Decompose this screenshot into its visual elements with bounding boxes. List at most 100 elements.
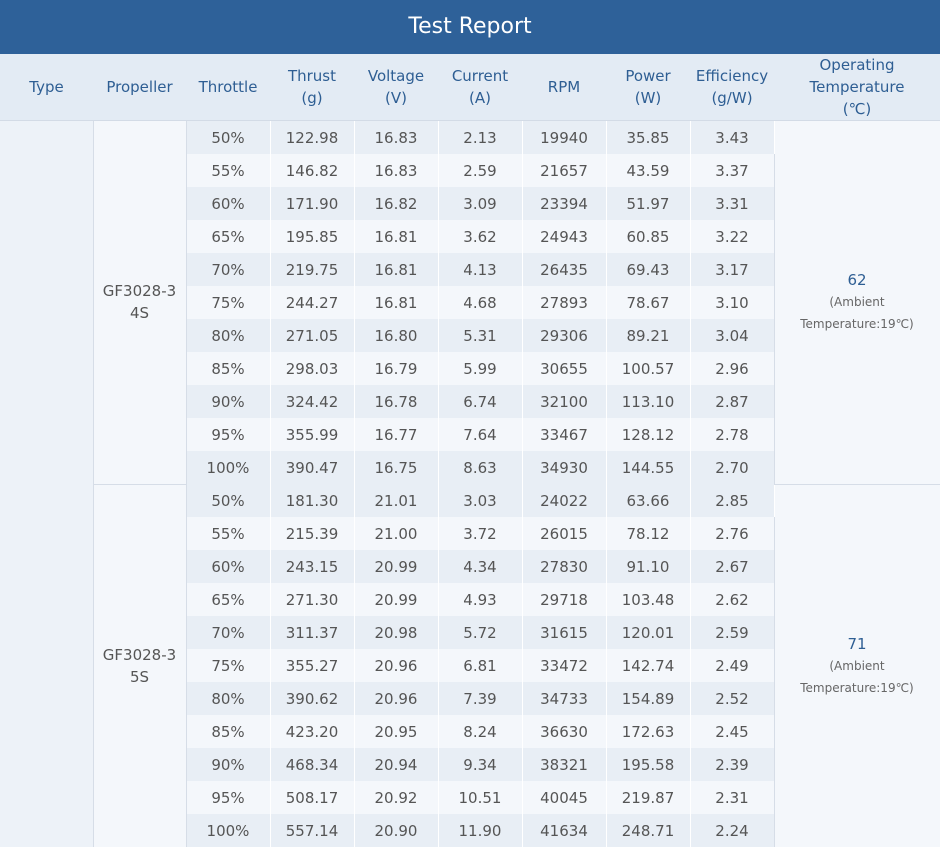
- current-cell: 4.68: [438, 286, 522, 319]
- current-cell: 5.72: [438, 616, 522, 649]
- throttle-cell: 70%: [186, 253, 270, 286]
- power-cell: 128.12: [606, 418, 690, 451]
- throttle-cell: 100%: [186, 814, 270, 847]
- throttle-cell: 50%: [186, 484, 270, 517]
- current-cell: 9.34: [438, 748, 522, 781]
- power-cell: 103.48: [606, 583, 690, 616]
- thrust-cell: 355.27: [270, 649, 354, 682]
- thrust-cell: 219.75: [270, 253, 354, 286]
- voltage-cell: 16.77: [354, 418, 438, 451]
- rpm-cell: 29306: [522, 319, 606, 352]
- efficiency-cell: 3.22: [690, 220, 774, 253]
- throttle-cell: 90%: [186, 748, 270, 781]
- current-cell: 8.63: [438, 451, 522, 484]
- throttle-cell: 65%: [186, 583, 270, 616]
- voltage-cell: 21.01: [354, 484, 438, 517]
- current-cell: 4.93: [438, 583, 522, 616]
- efficiency-cell: 2.70: [690, 451, 774, 484]
- thrust-cell: 122.98: [270, 121, 354, 155]
- power-cell: 35.85: [606, 121, 690, 155]
- efficiency-cell: 2.45: [690, 715, 774, 748]
- power-cell: 195.58: [606, 748, 690, 781]
- efficiency-cell: 2.52: [690, 682, 774, 715]
- rpm-cell: 29718: [522, 583, 606, 616]
- power-cell: 219.87: [606, 781, 690, 814]
- power-cell: 120.01: [606, 616, 690, 649]
- efficiency-cell: 3.10: [690, 286, 774, 319]
- rpm-cell: 24022: [522, 484, 606, 517]
- voltage-cell: 20.96: [354, 649, 438, 682]
- power-cell: 154.89: [606, 682, 690, 715]
- thrust-cell: 390.62: [270, 682, 354, 715]
- rpm-cell: 24943: [522, 220, 606, 253]
- thrust-cell: 271.05: [270, 319, 354, 352]
- propeller-label: 5S: [130, 668, 149, 686]
- rpm-cell: 19940: [522, 121, 606, 155]
- thrust-cell: 243.15: [270, 550, 354, 583]
- voltage-cell: 16.82: [354, 187, 438, 220]
- rpm-cell: 26015: [522, 517, 606, 550]
- current-cell: 7.64: [438, 418, 522, 451]
- current-cell: 11.90: [438, 814, 522, 847]
- temperature-note: Temperature:19℃): [775, 313, 940, 335]
- temperature-note: (Ambient: [775, 655, 940, 677]
- thrust-cell: 355.99: [270, 418, 354, 451]
- throttle-cell: 80%: [186, 682, 270, 715]
- power-cell: 113.10: [606, 385, 690, 418]
- power-cell: 248.71: [606, 814, 690, 847]
- rpm-cell: 27830: [522, 550, 606, 583]
- rpm-cell: 21657: [522, 154, 606, 187]
- throttle-cell: 80%: [186, 319, 270, 352]
- rpm-cell: 38321: [522, 748, 606, 781]
- voltage-cell: 21.00: [354, 517, 438, 550]
- thrust-cell: 557.14: [270, 814, 354, 847]
- thrust-cell: 298.03: [270, 352, 354, 385]
- current-cell: 3.09: [438, 187, 522, 220]
- current-cell: 7.39: [438, 682, 522, 715]
- header-voltage: Voltage(V): [354, 54, 438, 121]
- throttle-cell: 60%: [186, 550, 270, 583]
- rpm-cell: 34733: [522, 682, 606, 715]
- header-current: Current(A): [438, 54, 522, 121]
- current-cell: 4.13: [438, 253, 522, 286]
- voltage-cell: 16.83: [354, 154, 438, 187]
- power-cell: 100.57: [606, 352, 690, 385]
- throttle-cell: 95%: [186, 418, 270, 451]
- voltage-cell: 16.80: [354, 319, 438, 352]
- header-power: Power(W): [606, 54, 690, 121]
- header-row: Type Propeller Throttle Thrust(g) Voltag…: [0, 54, 940, 121]
- thrust-cell: 423.20: [270, 715, 354, 748]
- throttle-cell: 50%: [186, 121, 270, 155]
- voltage-cell: 16.81: [354, 253, 438, 286]
- power-cell: 63.66: [606, 484, 690, 517]
- rpm-cell: 40045: [522, 781, 606, 814]
- thrust-cell: 181.30: [270, 484, 354, 517]
- voltage-cell: 20.99: [354, 583, 438, 616]
- voltage-cell: 16.79: [354, 352, 438, 385]
- thrust-cell: 271.30: [270, 583, 354, 616]
- thrust-cell: 468.34: [270, 748, 354, 781]
- voltage-cell: 16.83: [354, 121, 438, 155]
- efficiency-cell: 2.62: [690, 583, 774, 616]
- type-cell: [0, 121, 93, 847]
- rpm-cell: 41634: [522, 814, 606, 847]
- temperature-value: 71: [775, 633, 940, 655]
- thrust-cell: 146.82: [270, 154, 354, 187]
- efficiency-cell: 2.96: [690, 352, 774, 385]
- thrust-cell: 311.37: [270, 616, 354, 649]
- voltage-cell: 20.94: [354, 748, 438, 781]
- voltage-cell: 20.99: [354, 550, 438, 583]
- throttle-cell: 75%: [186, 649, 270, 682]
- thrust-cell: 390.47: [270, 451, 354, 484]
- rpm-cell: 32100: [522, 385, 606, 418]
- throttle-cell: 75%: [186, 286, 270, 319]
- power-cell: 91.10: [606, 550, 690, 583]
- efficiency-cell: 2.87: [690, 385, 774, 418]
- current-cell: 3.03: [438, 484, 522, 517]
- efficiency-cell: 3.04: [690, 319, 774, 352]
- header-propeller: Propeller: [93, 54, 186, 121]
- throttle-cell: 55%: [186, 154, 270, 187]
- efficiency-cell: 2.49: [690, 649, 774, 682]
